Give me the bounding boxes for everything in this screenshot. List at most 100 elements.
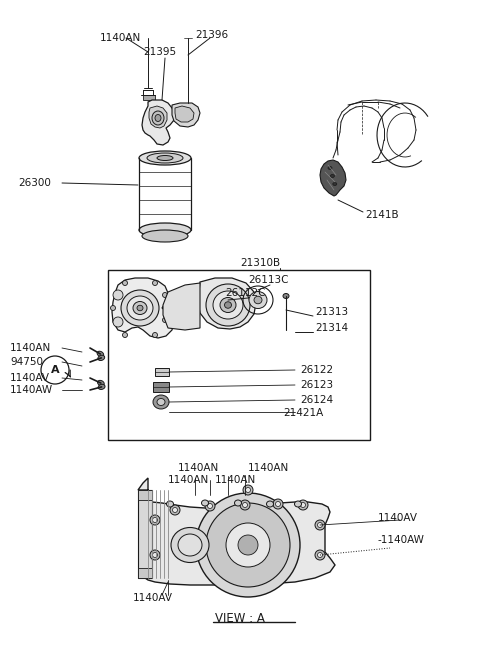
Ellipse shape: [153, 395, 169, 409]
Text: 21395: 21395: [143, 47, 176, 57]
Circle shape: [273, 499, 283, 509]
Ellipse shape: [127, 296, 153, 320]
Ellipse shape: [225, 302, 231, 308]
Circle shape: [315, 550, 325, 560]
Polygon shape: [320, 160, 346, 196]
Ellipse shape: [113, 290, 123, 300]
Text: 26300: 26300: [18, 178, 51, 188]
Circle shape: [315, 520, 325, 530]
Ellipse shape: [155, 114, 161, 122]
Ellipse shape: [113, 317, 123, 327]
Text: 26112C: 26112C: [225, 288, 265, 298]
Ellipse shape: [157, 156, 173, 160]
Circle shape: [243, 485, 253, 495]
Ellipse shape: [153, 332, 157, 338]
Text: A: A: [51, 365, 60, 375]
Text: 94750: 94750: [10, 357, 43, 367]
Polygon shape: [172, 103, 200, 127]
Circle shape: [238, 535, 258, 555]
Ellipse shape: [213, 291, 243, 319]
Text: 1140AW: 1140AW: [10, 385, 53, 395]
Bar: [155, 368, 169, 376]
Ellipse shape: [235, 500, 241, 506]
Polygon shape: [198, 278, 256, 329]
Ellipse shape: [167, 501, 173, 507]
Ellipse shape: [110, 306, 116, 311]
Circle shape: [172, 507, 178, 512]
Ellipse shape: [202, 500, 208, 506]
Polygon shape: [175, 106, 194, 122]
Circle shape: [153, 553, 157, 558]
Circle shape: [317, 522, 323, 528]
Circle shape: [276, 501, 280, 507]
Text: 26124: 26124: [300, 395, 333, 405]
Ellipse shape: [152, 111, 164, 125]
Text: 1140AN: 1140AN: [168, 475, 209, 485]
Text: 26122: 26122: [300, 365, 333, 375]
Text: 2141B: 2141B: [365, 210, 398, 220]
Polygon shape: [143, 95, 155, 100]
Text: 1140AN: 1140AN: [100, 33, 141, 43]
Ellipse shape: [122, 332, 128, 338]
Circle shape: [240, 500, 250, 510]
Ellipse shape: [249, 292, 267, 309]
Text: 1140AN: 1140AN: [248, 463, 289, 473]
Circle shape: [150, 550, 160, 560]
Bar: [138, 568, 152, 578]
Circle shape: [242, 503, 248, 507]
Polygon shape: [163, 283, 200, 330]
Text: 26123: 26123: [300, 380, 333, 390]
Text: 1140AV: 1140AV: [378, 513, 418, 523]
Text: 21314: 21314: [315, 323, 348, 333]
Text: 21396: 21396: [195, 30, 228, 40]
Text: 21310B: 21310B: [240, 258, 280, 268]
Ellipse shape: [333, 183, 337, 185]
Ellipse shape: [206, 284, 250, 326]
Text: VIEW : A: VIEW : A: [215, 612, 265, 625]
Ellipse shape: [97, 351, 104, 357]
Circle shape: [205, 501, 215, 511]
Ellipse shape: [178, 534, 202, 556]
Circle shape: [317, 553, 323, 558]
Bar: [108, 270, 370, 440]
Circle shape: [245, 487, 251, 493]
Polygon shape: [142, 100, 175, 145]
Ellipse shape: [121, 290, 159, 326]
Ellipse shape: [147, 153, 183, 163]
Circle shape: [150, 515, 160, 525]
Ellipse shape: [139, 223, 191, 237]
Ellipse shape: [295, 501, 301, 507]
Text: 1140AN: 1140AN: [215, 475, 256, 485]
Ellipse shape: [98, 384, 105, 390]
Bar: [138, 490, 152, 578]
Ellipse shape: [153, 281, 157, 286]
Circle shape: [206, 503, 290, 587]
Ellipse shape: [220, 298, 236, 313]
Ellipse shape: [139, 151, 191, 165]
Circle shape: [300, 503, 305, 507]
Ellipse shape: [142, 230, 188, 242]
Circle shape: [153, 518, 157, 522]
Ellipse shape: [283, 294, 289, 298]
Text: 1140AN: 1140AN: [178, 463, 219, 473]
Circle shape: [298, 500, 308, 510]
Circle shape: [226, 523, 270, 567]
Text: 1140AN: 1140AN: [10, 343, 51, 353]
Circle shape: [170, 505, 180, 515]
Ellipse shape: [133, 302, 147, 315]
Ellipse shape: [266, 501, 274, 507]
Ellipse shape: [163, 317, 168, 323]
Text: 1140AV: 1140AV: [10, 373, 50, 383]
Ellipse shape: [122, 281, 128, 286]
Ellipse shape: [330, 175, 335, 177]
Ellipse shape: [137, 306, 143, 311]
Polygon shape: [138, 478, 335, 585]
Circle shape: [207, 503, 213, 509]
Text: 21421A: 21421A: [283, 408, 323, 418]
Ellipse shape: [254, 296, 262, 304]
Circle shape: [196, 493, 300, 597]
Ellipse shape: [328, 166, 332, 170]
Bar: [138, 490, 152, 500]
Ellipse shape: [163, 292, 168, 298]
Polygon shape: [149, 106, 167, 128]
